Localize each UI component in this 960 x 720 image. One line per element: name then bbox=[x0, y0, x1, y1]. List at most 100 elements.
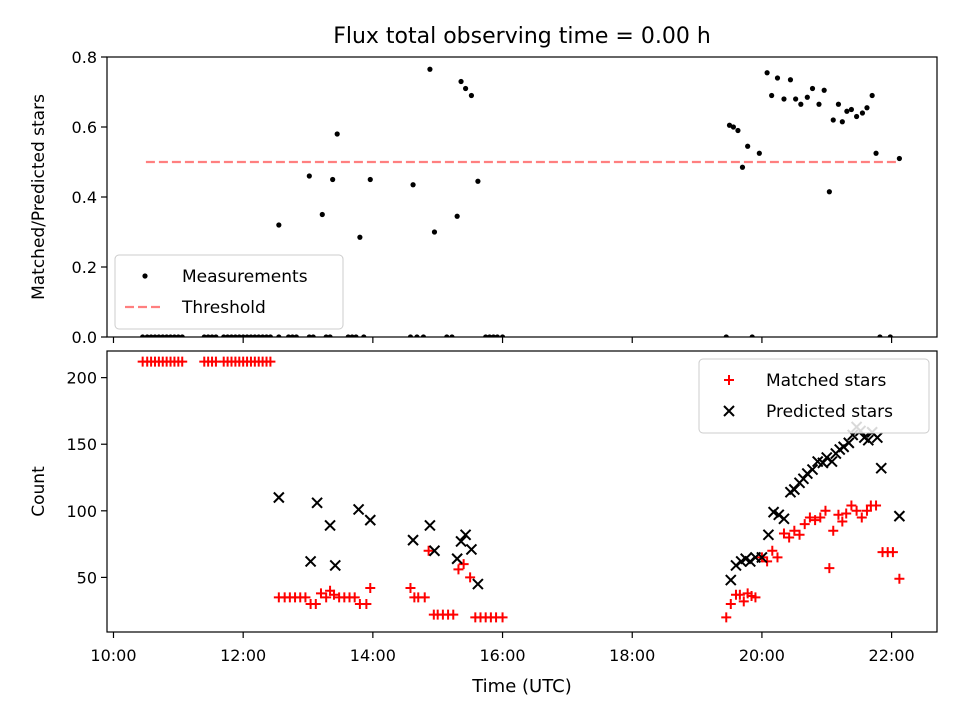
data-point bbox=[285, 334, 292, 337]
data-point bbox=[458, 559, 469, 570]
data-point bbox=[306, 334, 312, 337]
data-point bbox=[724, 375, 734, 385]
data-point bbox=[209, 334, 215, 337]
data-point bbox=[244, 334, 250, 337]
data-point bbox=[837, 516, 848, 527]
x-tick-label: 16:00 bbox=[479, 646, 525, 665]
data-point bbox=[869, 92, 875, 99]
legend-key bbox=[723, 405, 735, 417]
data-point bbox=[835, 101, 842, 107]
data-point bbox=[248, 334, 254, 337]
data-point bbox=[877, 334, 883, 337]
count-panel: 10:00 12:00 14:00 16:00 18:00 20:00 22:00 50 100… bbox=[29, 350, 938, 665]
data-point bbox=[160, 334, 166, 337]
data-point bbox=[449, 334, 455, 337]
data-point bbox=[804, 512, 815, 523]
data-point bbox=[142, 273, 148, 279]
y-tick-label: 50 bbox=[77, 568, 97, 587]
data-point bbox=[856, 512, 867, 523]
data-point bbox=[451, 553, 463, 565]
data-point bbox=[330, 176, 336, 183]
data-point bbox=[177, 356, 188, 367]
axes-frame bbox=[106, 56, 938, 338]
data-point bbox=[762, 529, 775, 541]
data-point bbox=[319, 211, 325, 218]
data-point bbox=[816, 101, 822, 107]
data-point bbox=[310, 334, 316, 337]
data-point bbox=[424, 519, 436, 532]
data-point bbox=[273, 491, 285, 504]
y-tick-label: 0.6 bbox=[72, 118, 97, 137]
data-point bbox=[784, 532, 795, 543]
data-point bbox=[859, 110, 866, 116]
data-point bbox=[327, 334, 333, 337]
y-axis-label: Matched/Predicted stars bbox=[29, 94, 49, 300]
data-point bbox=[263, 334, 270, 337]
data-point bbox=[459, 529, 472, 541]
legend-label: Measurements bbox=[182, 267, 308, 287]
data-point bbox=[896, 155, 902, 162]
data-point bbox=[407, 334, 414, 337]
data-point bbox=[778, 528, 789, 539]
data-point bbox=[871, 500, 882, 511]
data-point bbox=[475, 178, 481, 184]
data-point bbox=[175, 334, 181, 337]
data-point bbox=[349, 592, 360, 603]
data-point bbox=[483, 334, 489, 337]
data-point bbox=[723, 334, 729, 337]
data-point bbox=[767, 545, 778, 556]
data-point bbox=[140, 334, 146, 337]
data-point bbox=[171, 334, 178, 337]
data-point bbox=[756, 551, 768, 564]
data-point bbox=[861, 505, 872, 516]
data-point bbox=[499, 334, 506, 337]
chart-title: Flux total observing time = 0.00 h bbox=[333, 24, 711, 49]
data-point bbox=[164, 334, 170, 337]
data-point bbox=[410, 182, 416, 188]
data-point bbox=[764, 70, 770, 76]
data-point bbox=[423, 545, 434, 556]
data-point bbox=[793, 96, 799, 102]
x-tick-label: 18:00 bbox=[609, 646, 655, 665]
data-point bbox=[826, 455, 838, 468]
data-point bbox=[862, 434, 874, 446]
data-point bbox=[774, 75, 781, 81]
data-point bbox=[361, 599, 372, 610]
data-point bbox=[213, 334, 219, 337]
data-point bbox=[486, 334, 493, 337]
data-point bbox=[453, 564, 464, 575]
data-point bbox=[745, 143, 751, 149]
data-point bbox=[721, 612, 732, 623]
data-point bbox=[887, 547, 898, 558]
legend-key bbox=[142, 273, 148, 279]
data-point bbox=[462, 85, 469, 92]
data-point bbox=[738, 596, 749, 607]
data-point bbox=[353, 334, 359, 337]
data-point bbox=[329, 559, 341, 572]
data-point bbox=[427, 66, 433, 72]
data-point bbox=[810, 515, 821, 526]
data-point bbox=[289, 334, 296, 337]
data-point bbox=[152, 334, 158, 337]
data-point bbox=[349, 334, 355, 337]
data-point bbox=[826, 189, 832, 195]
data-point bbox=[364, 514, 376, 526]
data-point bbox=[414, 334, 420, 337]
data-point bbox=[723, 405, 735, 417]
data-point bbox=[293, 334, 299, 337]
data-point bbox=[873, 150, 879, 156]
data-point bbox=[749, 334, 755, 337]
data-point bbox=[361, 334, 367, 337]
data-point bbox=[431, 229, 438, 235]
data-point bbox=[228, 334, 235, 337]
data-point bbox=[321, 592, 332, 603]
y-tick-label: 100 bbox=[66, 502, 97, 521]
data-point bbox=[472, 578, 484, 590]
data-point bbox=[750, 592, 761, 603]
data-point bbox=[789, 525, 800, 536]
data-point bbox=[497, 612, 508, 623]
data-point bbox=[306, 173, 312, 179]
data-point bbox=[841, 508, 852, 519]
data-point bbox=[252, 334, 258, 337]
